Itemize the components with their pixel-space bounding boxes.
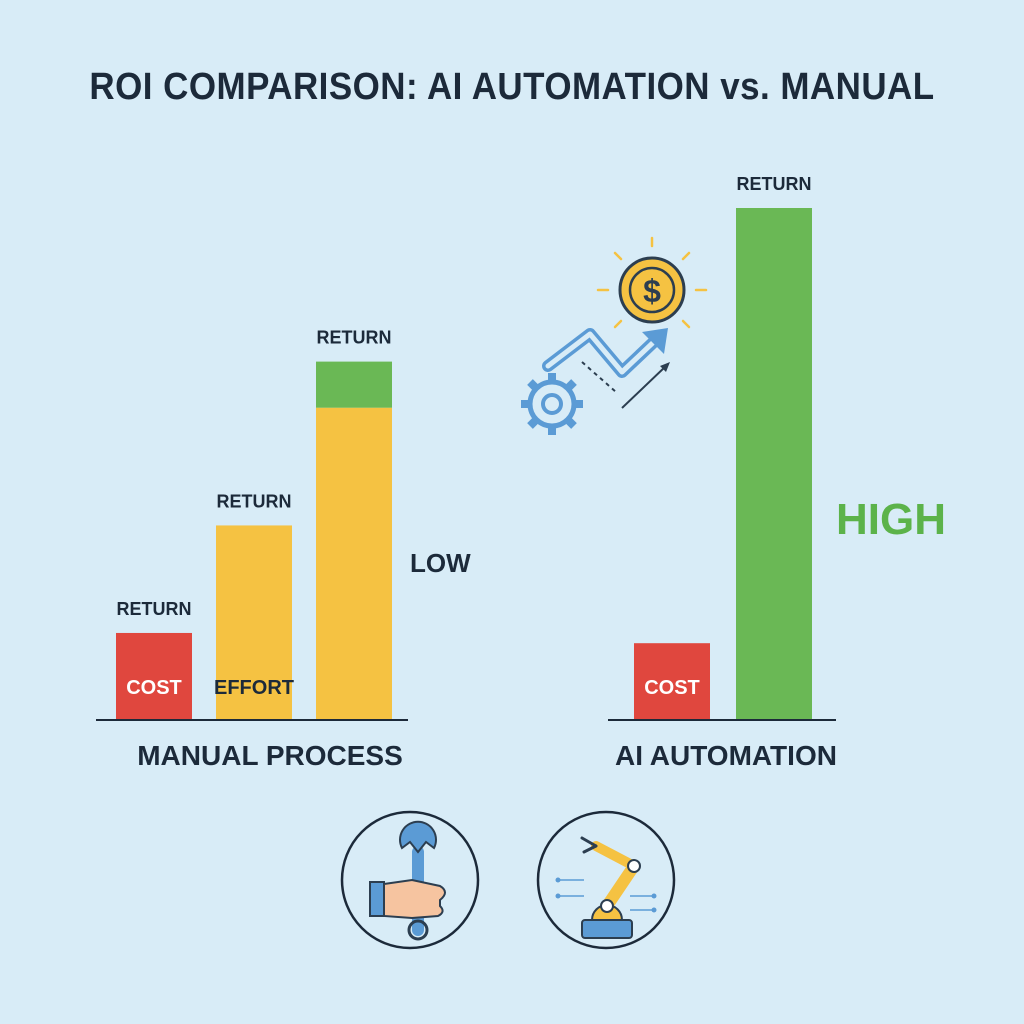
roi-annotation: LOW (410, 548, 471, 578)
bar-segment-label: COST (126, 677, 182, 699)
gear-icon (521, 373, 583, 435)
bar-1-3-segment-1 (316, 407, 392, 720)
bar-1-2-segment-1 (216, 525, 292, 720)
bar-top-label: RETURN (737, 174, 812, 194)
chart-group-1: COST RETURN EFFORT RETURN RETURN MANUAL PROCE… (96, 328, 471, 771)
robot-arm-icon (536, 810, 676, 950)
bar-1-3-segment-2 (316, 361, 392, 408)
bar-segment-label: COST (644, 677, 700, 699)
bar-top-label: RETURN (117, 599, 192, 619)
chart-group-2: COST RETURN AI AUTOMATION HIGH (608, 174, 946, 771)
chart-title: ROI COMPARISON: AI AUTOMATION vs. MANUAL (89, 66, 935, 108)
group-label: AI AUTOMATION (615, 740, 837, 771)
bar-top-label: RETURN (317, 328, 392, 348)
bar-1-1-segment-1 (116, 632, 192, 720)
bar-2-1-segment-1 (634, 643, 710, 720)
group-label: MANUAL PROCESS (137, 740, 403, 771)
hand-wrench-icon (340, 810, 480, 950)
dollar-symbol: $ (643, 273, 661, 309)
bar-segment-label: EFFORT (214, 677, 294, 699)
bar-top-label: RETURN (217, 491, 292, 511)
roi-annotation: HIGH (836, 495, 946, 544)
bar-2-2-segment-1 (736, 208, 812, 720)
dollar-coin-icon: $ (596, 236, 708, 329)
gear-arrow-dollar-icon: $ (521, 236, 708, 435)
